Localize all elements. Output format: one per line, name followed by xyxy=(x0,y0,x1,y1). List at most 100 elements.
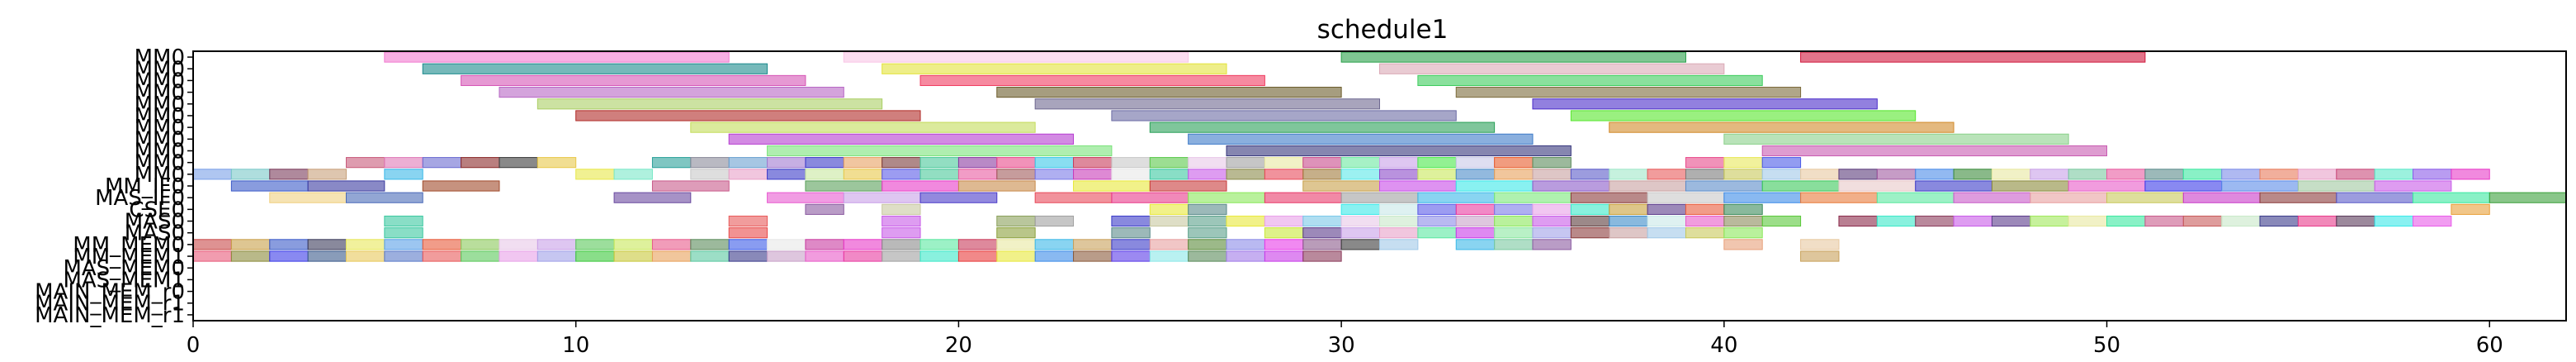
schedule-bar xyxy=(690,157,730,169)
schedule-bar xyxy=(805,157,844,169)
schedule-bar xyxy=(2297,169,2337,180)
schedule-bar xyxy=(1226,145,1572,157)
schedule-bar xyxy=(1991,180,2069,192)
schedule-bar xyxy=(1455,239,1496,250)
schedule-bar xyxy=(2336,215,2375,227)
schedule-bar xyxy=(1455,157,1496,169)
schedule-bar xyxy=(919,250,959,262)
schedule-bar xyxy=(384,169,423,180)
schedule-bar xyxy=(1188,239,1227,250)
schedule-bar xyxy=(1302,239,1342,250)
schedule-bar xyxy=(192,239,232,250)
schedule-bar xyxy=(1838,180,1917,192)
schedule-bar xyxy=(2144,215,2184,227)
schedule-bar xyxy=(613,192,692,203)
schedule-bar xyxy=(996,250,1036,262)
schedule-bar xyxy=(1226,250,1265,262)
schedule-bar xyxy=(2068,169,2108,180)
schedule-bar xyxy=(1494,157,1534,169)
schedule-bar xyxy=(1647,227,1686,239)
y-tick-label: MAIN_MEM_r0 xyxy=(35,280,185,305)
schedule-bar xyxy=(1723,157,1763,169)
schedule-bar xyxy=(1609,203,1648,215)
schedule-bar xyxy=(1111,110,1457,121)
schedule-bar xyxy=(1073,157,1113,169)
schedule-bar xyxy=(1532,215,1572,227)
schedule-bar xyxy=(1455,87,1802,98)
schedule-bar xyxy=(2182,169,2223,180)
schedule-bar xyxy=(1800,169,1840,180)
schedule-bar xyxy=(728,169,768,180)
schedule-bar xyxy=(2413,169,2452,180)
schedule-bar xyxy=(919,169,959,180)
schedule-bar xyxy=(1111,169,1151,180)
schedule-bar xyxy=(1188,133,1534,145)
schedule-bar xyxy=(1761,157,1802,169)
schedule-bar xyxy=(269,250,309,262)
schedule-bar xyxy=(230,250,271,262)
schedule-bar xyxy=(499,87,844,98)
schedule-bar xyxy=(2413,215,2452,227)
chart-title: schedule1 xyxy=(1317,15,1449,45)
schedule-bar xyxy=(2182,215,2223,227)
schedule-bar xyxy=(728,227,768,239)
schedule-bar xyxy=(728,133,1075,145)
x-axis: 0 10 20 30 40 50 60 xyxy=(187,321,2503,358)
schedule-bar xyxy=(1073,180,1151,192)
schedule-bar xyxy=(1494,215,1534,227)
schedule-bar xyxy=(1111,250,1151,262)
schedule-bar xyxy=(882,180,959,192)
schedule-bar xyxy=(422,239,462,250)
schedule-bar xyxy=(2144,180,2223,192)
schedule-bar xyxy=(1226,157,1265,169)
y-tick-label: MM_MEM0 xyxy=(73,233,185,258)
schedule-bar xyxy=(1532,227,1572,239)
schedule-bar xyxy=(843,157,883,169)
schedule-bar xyxy=(230,239,271,250)
schedule-bar xyxy=(996,227,1036,239)
schedule-bar xyxy=(1953,169,1992,180)
schedule-bar xyxy=(1685,180,1763,192)
schedule-bar xyxy=(2106,169,2146,180)
schedule-bar xyxy=(1570,110,1917,121)
schedule-bar xyxy=(1876,192,1954,203)
y-tick-label: MAS_MEM1 xyxy=(63,268,185,293)
schedule-bar xyxy=(1723,192,1802,203)
schedule-bar xyxy=(1609,121,1954,133)
schedule-bar xyxy=(1685,169,1725,180)
schedule-bar xyxy=(1494,227,1534,239)
schedule-bar xyxy=(1570,227,1610,239)
schedule-bar xyxy=(1609,227,1648,239)
schedule-bar xyxy=(1609,169,1648,180)
schedule-bar xyxy=(536,157,577,169)
schedule-bar xyxy=(957,239,998,250)
schedule-bar xyxy=(1379,180,1457,192)
schedule-bar xyxy=(384,51,730,63)
schedule-bar xyxy=(1149,215,1189,227)
schedule-bar xyxy=(1800,239,1840,250)
schedule-bar xyxy=(1340,51,1686,63)
schedule-bar xyxy=(1188,215,1227,227)
schedule-bar xyxy=(805,169,844,180)
schedule-bar xyxy=(690,121,1036,133)
schedule-bar xyxy=(1417,169,1457,180)
y-tick-label: MM0 xyxy=(135,69,185,93)
schedule-bar xyxy=(690,169,730,180)
schedule-bar xyxy=(384,239,423,250)
y-tick-label: MAIN_MEM_r1 xyxy=(35,303,185,328)
schedule-bar xyxy=(461,74,806,87)
schedule-bar xyxy=(1340,215,1380,227)
schedule-bar xyxy=(1532,203,1572,215)
schedule-bar xyxy=(1838,215,1878,227)
schedule-bar xyxy=(1455,203,1496,215)
schedule-bar xyxy=(882,250,921,262)
schedule-bar xyxy=(882,215,921,227)
schedule-bar xyxy=(2259,192,2337,203)
schedule-bar xyxy=(230,169,271,180)
schedule-bar xyxy=(461,239,500,250)
schedule-bar xyxy=(919,239,959,250)
schedule-bar xyxy=(1417,192,1496,203)
y-tick-labels: MM0MM0MM0MM0MM0MM0MM0MM0MM0MM0MM0MM_IF0M… xyxy=(35,45,193,328)
